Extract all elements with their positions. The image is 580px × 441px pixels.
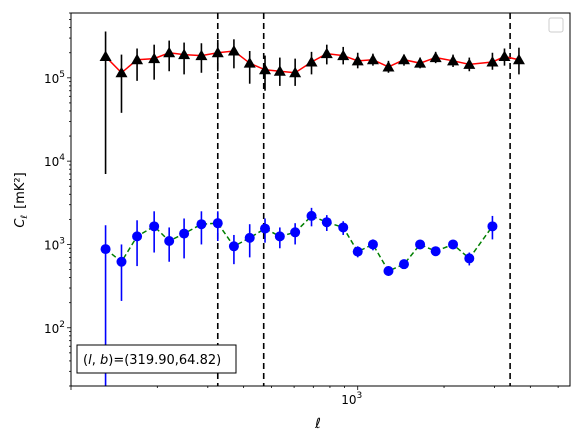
y-tick-label: 103 — [44, 236, 65, 252]
x-axis-label: ℓ — [314, 416, 321, 432]
data-point — [351, 54, 364, 66]
data-point — [305, 55, 318, 67]
series-2 — [100, 207, 498, 386]
data-point — [429, 51, 442, 63]
data-point — [290, 227, 301, 238]
data-point — [227, 44, 240, 56]
y-tick-label: 102 — [44, 320, 65, 336]
data-point — [228, 241, 239, 252]
data-point — [116, 256, 127, 267]
data-point — [195, 49, 208, 61]
data-point — [179, 228, 190, 239]
svg-text:(l, b)=(319.90,64.82): (l, b)=(319.90,64.82) — [83, 353, 221, 368]
data-point — [178, 48, 191, 60]
annotation-values: =(319.90,64.82) — [113, 353, 221, 368]
data-point — [259, 63, 272, 75]
data-point — [273, 65, 286, 76]
data-point — [148, 52, 161, 64]
y-axis: 102 103 104 105 — [44, 12, 71, 387]
data-point — [464, 253, 475, 264]
data-point — [338, 222, 349, 233]
data-point — [289, 66, 302, 78]
annotation-box: (l, b)=(319.90,64.82) — [76, 344, 237, 374]
data-point — [100, 244, 111, 255]
data-point — [397, 53, 410, 65]
data-point — [244, 232, 255, 243]
data-point — [115, 66, 128, 78]
data-point — [512, 53, 525, 65]
data-point — [382, 60, 395, 72]
series-1 — [99, 31, 525, 175]
data-point — [243, 57, 256, 68]
plot-area — [99, 13, 525, 386]
axes-frame — [70, 12, 571, 387]
data-point — [367, 239, 378, 250]
data-point — [131, 53, 144, 65]
y-axis-label-unit: [mK²] — [13, 172, 28, 209]
y-axis-label: Cℓ [mK²] — [13, 172, 30, 227]
data-point — [149, 221, 160, 232]
data-point — [498, 50, 511, 62]
x-axis: 103 — [70, 386, 559, 407]
data-point — [415, 239, 426, 250]
data-point — [260, 223, 271, 234]
x-tick-label: 103 — [341, 391, 362, 407]
data-point — [163, 46, 176, 58]
data-point — [211, 46, 224, 58]
data-point — [132, 231, 143, 242]
data-point — [414, 57, 427, 68]
data-point — [212, 218, 223, 229]
data-point — [196, 219, 207, 230]
data-point — [486, 55, 499, 67]
data-point — [99, 50, 112, 62]
x-axis-label-text: ℓ — [314, 416, 321, 432]
data-point — [164, 236, 175, 247]
data-point — [306, 210, 317, 221]
data-point — [430, 246, 441, 257]
y-axis-label-sub: ℓ — [20, 215, 30, 220]
annotation-l: l — [88, 353, 92, 368]
data-point — [366, 53, 379, 65]
data-point — [274, 231, 285, 242]
data-point — [447, 54, 460, 66]
data-point — [337, 49, 350, 61]
annotation-b: b — [100, 353, 108, 368]
data-point — [487, 221, 498, 232]
svg-text:Cℓ[mK²]: Cℓ [mK²] — [13, 172, 30, 227]
data-point — [352, 246, 363, 257]
series-line — [105, 215, 494, 272]
y-tick-label: 105 — [44, 70, 65, 86]
y-axis-label-main: C — [13, 218, 28, 228]
data-point — [463, 58, 476, 69]
data-point — [398, 259, 409, 270]
data-point — [321, 217, 332, 228]
y-tick-label: 104 — [44, 153, 65, 169]
data-point — [383, 266, 394, 277]
data-point — [448, 239, 459, 250]
data-point — [320, 47, 333, 59]
legend-box — [548, 17, 564, 33]
